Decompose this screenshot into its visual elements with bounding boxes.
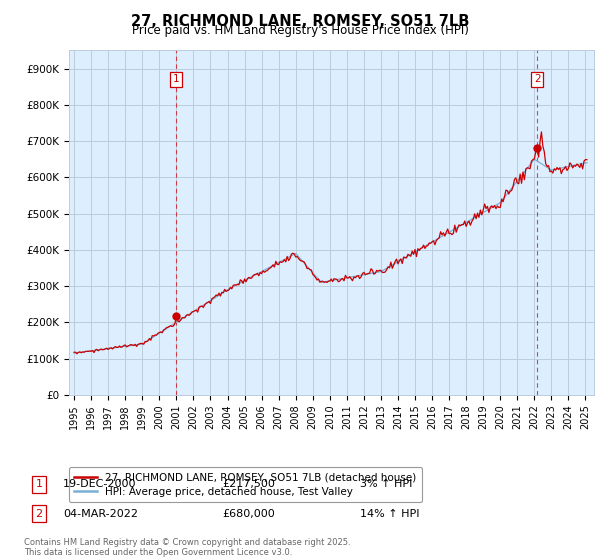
Text: 1: 1 [35, 479, 43, 489]
Text: 04-MAR-2022: 04-MAR-2022 [63, 508, 138, 519]
Text: 2: 2 [534, 74, 541, 85]
Text: Contains HM Land Registry data © Crown copyright and database right 2025.
This d: Contains HM Land Registry data © Crown c… [24, 538, 350, 557]
Text: 19-DEC-2000: 19-DEC-2000 [63, 479, 137, 489]
Text: 3% ↑ HPI: 3% ↑ HPI [360, 479, 412, 489]
Text: 14% ↑ HPI: 14% ↑ HPI [360, 508, 419, 519]
Text: £217,500: £217,500 [222, 479, 275, 489]
Text: Price paid vs. HM Land Registry's House Price Index (HPI): Price paid vs. HM Land Registry's House … [131, 24, 469, 36]
Text: 1: 1 [173, 74, 179, 85]
Legend: 27, RICHMOND LANE, ROMSEY, SO51 7LB (detached house), HPI: Average price, detach: 27, RICHMOND LANE, ROMSEY, SO51 7LB (det… [69, 467, 422, 502]
Text: 27, RICHMOND LANE, ROMSEY, SO51 7LB: 27, RICHMOND LANE, ROMSEY, SO51 7LB [131, 14, 469, 29]
Text: £680,000: £680,000 [222, 508, 275, 519]
Text: 2: 2 [35, 508, 43, 519]
